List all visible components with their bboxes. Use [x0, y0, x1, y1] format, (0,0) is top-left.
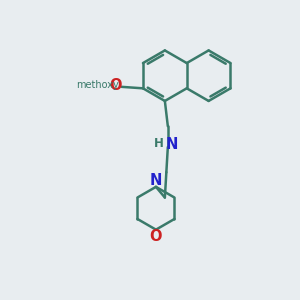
Text: O: O — [109, 78, 121, 93]
Text: N: N — [150, 173, 162, 188]
Text: methoxy: methoxy — [76, 80, 118, 90]
Text: N: N — [166, 137, 178, 152]
Text: H: H — [153, 137, 163, 150]
Text: O: O — [150, 229, 162, 244]
